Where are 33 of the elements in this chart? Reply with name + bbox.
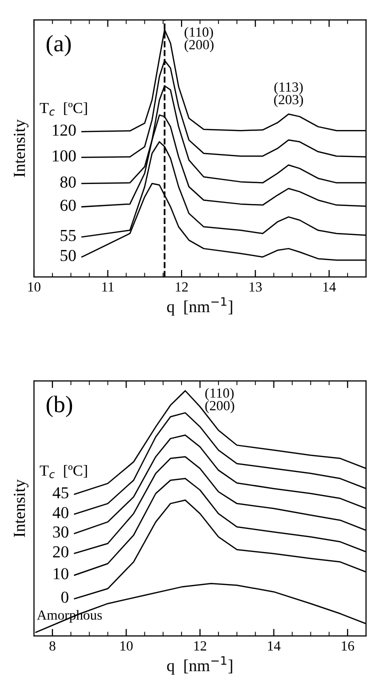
annotation: (113) (203)	[274, 82, 303, 108]
series-label: 20	[53, 546, 68, 558]
x-tick-label: 14	[268, 641, 281, 650]
series-label: 100	[52, 150, 76, 162]
x-tick-label: 13	[250, 282, 262, 292]
annotation: (110) (200)	[184, 27, 214, 52]
x-axis-title: q [nm$^{−1}$]	[167, 297, 232, 316]
x-tick-label: 12	[194, 641, 206, 650]
series-label: 30	[53, 526, 68, 538]
series-label: 10	[54, 568, 68, 580]
legend-title: T$_{c}$ [ºC]	[40, 464, 87, 478]
x-axis-title: q [nm$^{−1}$]	[167, 656, 232, 675]
series-label: 40	[52, 507, 68, 518]
series-label: 50	[60, 250, 76, 262]
x-tick-label: 14	[323, 282, 336, 292]
series-label: 120	[52, 124, 76, 136]
annotation: (110) (200)	[205, 388, 234, 414]
series-label: 0	[61, 592, 68, 603]
x-tick-label: 8	[49, 641, 56, 651]
series-label: 60	[60, 200, 76, 211]
legend-title: T$_{c}$ [ºC]	[40, 102, 87, 116]
annotation: (b)	[46, 396, 72, 418]
annotation: (a)	[46, 34, 71, 56]
series-label: 80	[60, 176, 76, 188]
series-label: 55	[60, 230, 76, 242]
x-tick-label: 10	[120, 641, 133, 651]
x-tick-label: 12	[176, 282, 188, 292]
x-tick-label: 10	[28, 282, 40, 292]
y-axis-title: Intensity	[14, 119, 28, 177]
x-tick-label: 11	[102, 282, 114, 292]
x-tick-label: 16	[342, 641, 354, 651]
series-label: 45	[52, 487, 68, 498]
y-axis-title: Intensity	[14, 479, 28, 538]
